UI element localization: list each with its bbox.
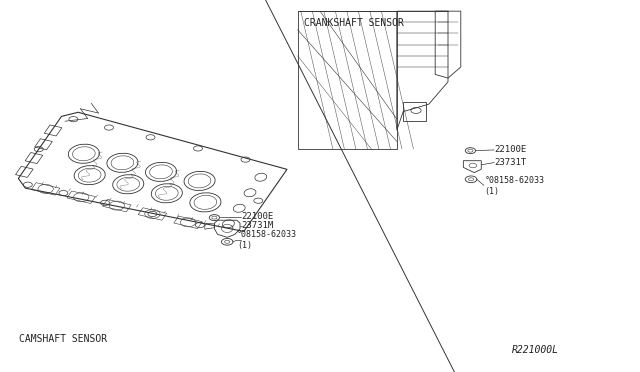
Text: °08158-62033
(1): °08158-62033 (1) — [484, 176, 545, 196]
Text: °08158-62033
(1): °08158-62033 (1) — [237, 230, 297, 250]
Text: 23731T: 23731T — [495, 158, 527, 167]
Text: 22100E: 22100E — [241, 212, 273, 221]
Text: 22100E: 22100E — [495, 145, 527, 154]
Text: CRANKSHAFT SENSOR: CRANKSHAFT SENSOR — [304, 18, 404, 28]
Text: CAMSHAFT SENSOR: CAMSHAFT SENSOR — [19, 334, 108, 344]
Text: R221000L: R221000L — [512, 345, 559, 355]
Text: 23731M: 23731M — [241, 221, 273, 230]
